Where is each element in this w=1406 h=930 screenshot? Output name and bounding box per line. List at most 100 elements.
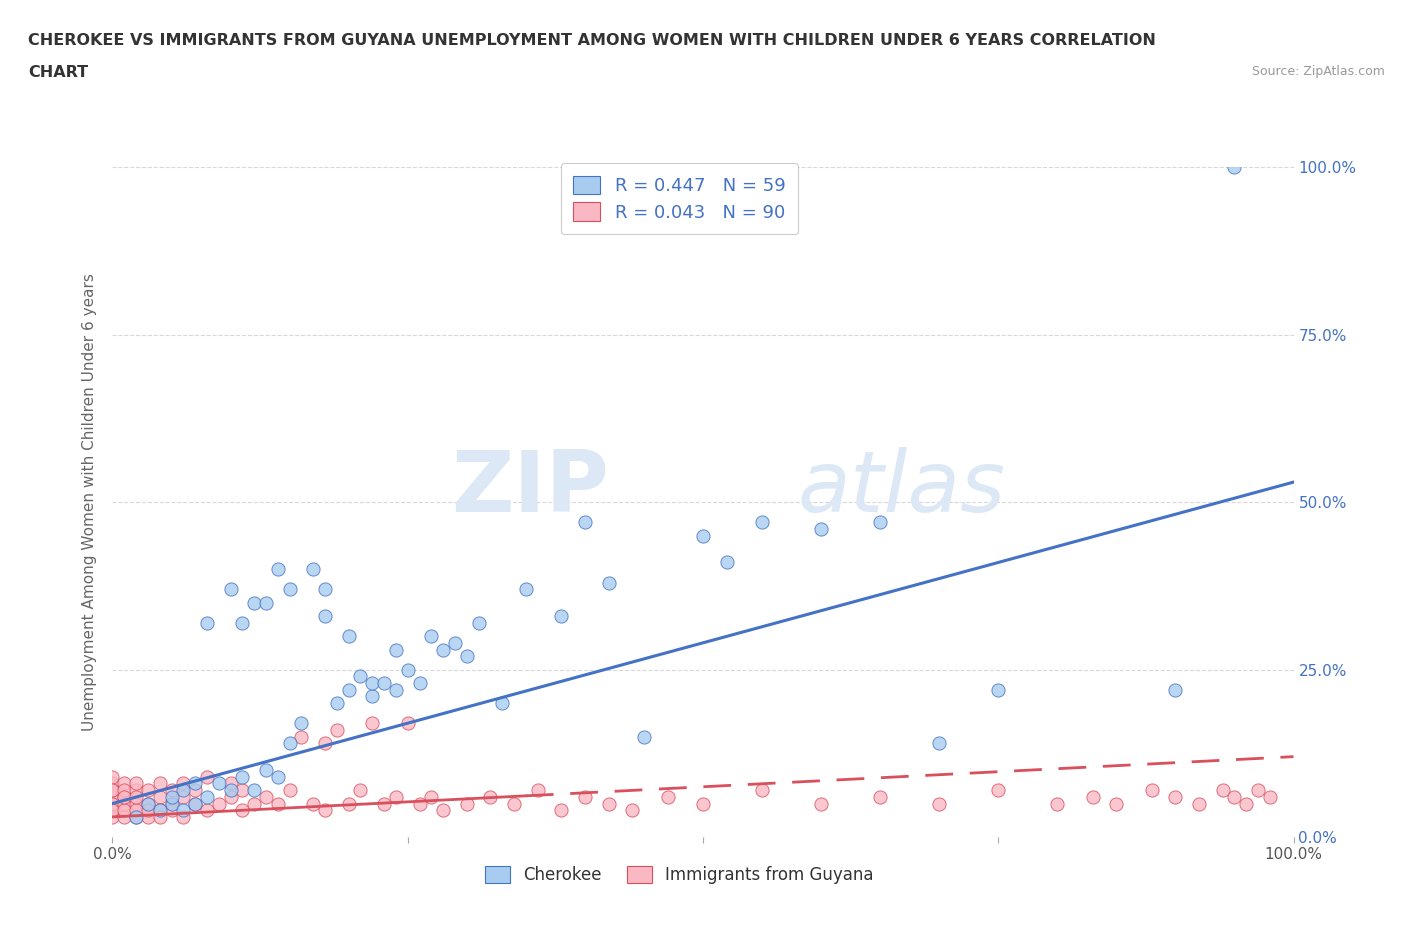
Point (172, 776, 194, 790)
Point (373, 796, 395, 811)
Point (408, 796, 430, 811)
Point (928, 736, 950, 751)
Point (657, 790, 679, 804)
Point (1212, 783, 1234, 798)
Point (928, 796, 950, 811)
Point (112, 790, 135, 804)
Point (373, 675, 395, 690)
Point (751, 783, 773, 798)
Point (515, 582, 537, 597)
Point (869, 790, 891, 804)
Point (267, 769, 290, 784)
Point (267, 562, 290, 577)
Point (385, 683, 408, 698)
Point (550, 608, 572, 623)
Point (149, 776, 172, 790)
Point (208, 796, 231, 811)
Point (987, 683, 1010, 698)
Point (160, 783, 183, 798)
Point (231, 783, 253, 798)
Point (125, 809, 148, 824)
Point (101, 769, 124, 784)
Point (598, 575, 620, 590)
Point (337, 629, 360, 644)
Point (456, 649, 478, 664)
Legend: Cherokee, Immigrants from Guyana: Cherokee, Immigrants from Guyana (474, 854, 886, 896)
Point (136, 803, 159, 817)
Point (160, 790, 183, 804)
Point (184, 776, 207, 790)
Point (160, 796, 183, 811)
Point (574, 790, 596, 804)
Point (184, 796, 207, 811)
Point (112, 790, 135, 804)
Point (326, 723, 349, 737)
Point (692, 796, 714, 811)
Point (432, 642, 454, 657)
Point (149, 803, 172, 817)
Y-axis label: Unemployment Among Women with Children Under 6 years: Unemployment Among Women with Children U… (82, 273, 97, 731)
Point (1164, 790, 1187, 804)
Point (125, 809, 148, 824)
Point (314, 803, 336, 817)
Point (125, 796, 148, 811)
Point (1247, 783, 1270, 798)
Text: Source: ZipAtlas.com: Source: ZipAtlas.com (1251, 65, 1385, 78)
Point (172, 783, 194, 798)
Point (361, 716, 384, 731)
Point (432, 803, 454, 817)
Point (420, 790, 443, 804)
Point (101, 809, 124, 824)
Point (692, 528, 714, 543)
Point (1164, 683, 1187, 698)
Point (349, 669, 371, 684)
Point (302, 562, 325, 577)
Point (621, 803, 644, 817)
Point (716, 555, 738, 570)
Point (101, 776, 124, 790)
Point (112, 803, 135, 817)
Point (101, 803, 124, 817)
Point (125, 790, 148, 804)
Point (267, 796, 290, 811)
Point (231, 769, 253, 784)
Point (278, 736, 301, 751)
Point (219, 783, 242, 798)
Point (184, 796, 207, 811)
Point (101, 790, 124, 804)
Point (314, 736, 336, 751)
Point (136, 796, 159, 811)
Point (101, 783, 124, 798)
Point (526, 783, 548, 798)
Point (751, 515, 773, 530)
Point (243, 783, 266, 798)
Point (1223, 790, 1246, 804)
Point (184, 783, 207, 798)
Point (172, 803, 194, 817)
Point (195, 803, 218, 817)
Point (810, 522, 832, 537)
Point (444, 635, 467, 650)
Point (136, 783, 159, 798)
Point (1140, 783, 1163, 798)
Point (160, 803, 183, 817)
Point (550, 803, 572, 817)
Point (574, 515, 596, 530)
Point (396, 662, 419, 677)
Point (1046, 796, 1069, 811)
Text: CHEROKEE VS IMMIGRANTS FROM GUYANA UNEMPLOYMENT AMONG WOMEN WITH CHILDREN UNDER : CHEROKEE VS IMMIGRANTS FROM GUYANA UNEMP… (28, 33, 1156, 47)
Point (208, 776, 231, 790)
Point (219, 582, 242, 597)
Point (314, 582, 336, 597)
Point (1223, 160, 1246, 175)
Point (136, 796, 159, 811)
Point (195, 790, 218, 804)
Point (869, 515, 891, 530)
Point (125, 803, 148, 817)
Point (302, 796, 325, 811)
Point (810, 796, 832, 811)
Point (112, 783, 135, 798)
Point (172, 809, 194, 824)
Point (101, 796, 124, 811)
Point (1081, 790, 1104, 804)
